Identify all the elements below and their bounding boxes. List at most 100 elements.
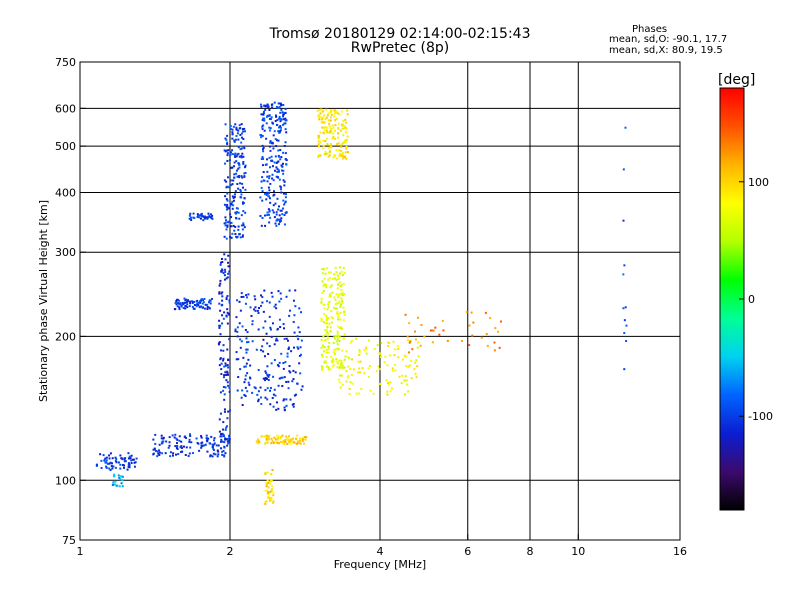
data-point xyxy=(238,300,241,303)
data-point xyxy=(332,341,335,344)
data-point xyxy=(391,367,394,370)
data-point xyxy=(282,362,285,365)
data-point xyxy=(266,441,269,444)
data-point xyxy=(317,137,320,140)
data-point xyxy=(205,437,208,440)
data-point xyxy=(623,319,626,322)
data-point xyxy=(333,273,336,276)
data-point xyxy=(337,318,340,321)
data-point xyxy=(242,138,245,141)
data-point xyxy=(213,442,216,445)
data-point xyxy=(188,452,191,455)
data-point xyxy=(228,207,231,210)
data-point xyxy=(200,300,203,303)
data-point xyxy=(277,149,280,152)
data-point xyxy=(272,211,275,214)
data-point xyxy=(416,346,419,349)
data-point xyxy=(365,346,368,349)
data-point xyxy=(276,218,279,221)
data-point xyxy=(181,303,184,306)
data-point xyxy=(221,322,224,325)
data-point xyxy=(219,309,222,312)
data-point xyxy=(221,299,224,302)
data-point xyxy=(226,417,229,420)
data-point xyxy=(300,339,303,342)
data-point xyxy=(244,171,247,174)
data-point xyxy=(282,112,285,115)
data-point xyxy=(625,324,628,327)
data-point xyxy=(210,216,213,219)
data-point xyxy=(211,445,214,448)
data-point xyxy=(242,222,245,225)
data-point xyxy=(293,331,296,334)
data-point xyxy=(133,461,136,464)
data-point xyxy=(289,442,292,445)
data-point xyxy=(387,383,390,386)
data-point xyxy=(258,441,261,444)
data-point xyxy=(330,310,333,313)
data-point xyxy=(237,146,240,149)
data-point xyxy=(179,302,182,305)
data-point xyxy=(380,342,383,345)
data-point xyxy=(404,393,407,396)
data-point xyxy=(226,134,229,137)
data-point xyxy=(106,462,109,465)
data-point xyxy=(275,438,278,441)
data-point xyxy=(202,219,205,222)
data-point xyxy=(326,322,329,325)
data-point xyxy=(232,224,235,227)
x-tick-label: 2 xyxy=(227,545,234,558)
data-point xyxy=(175,442,178,445)
data-point xyxy=(240,175,243,178)
data-point xyxy=(335,149,338,152)
data-point xyxy=(229,235,232,238)
data-point xyxy=(272,393,275,396)
data-point xyxy=(237,211,240,214)
data-point xyxy=(244,374,247,377)
data-point xyxy=(243,175,246,178)
data-point xyxy=(201,302,204,305)
data-point xyxy=(266,158,269,161)
data-point xyxy=(320,120,323,123)
data-point xyxy=(333,109,336,112)
data-point xyxy=(180,440,183,443)
data-point xyxy=(237,162,240,165)
data-point xyxy=(298,354,301,357)
data-point xyxy=(340,146,343,149)
data-point xyxy=(264,193,267,196)
data-point xyxy=(336,366,339,369)
data-point xyxy=(176,305,179,308)
data-point xyxy=(277,130,280,133)
data-point xyxy=(265,198,268,201)
data-point xyxy=(335,293,338,296)
data-point xyxy=(394,369,397,372)
data-point xyxy=(220,269,223,272)
data-point xyxy=(233,154,236,157)
data-point xyxy=(240,224,243,227)
data-point xyxy=(283,122,286,125)
data-point xyxy=(219,263,222,266)
data-point xyxy=(292,346,295,349)
data-point xyxy=(239,148,242,151)
data-point xyxy=(257,368,260,371)
data-point xyxy=(236,326,239,329)
data-point xyxy=(289,371,292,374)
data-point xyxy=(269,328,272,331)
data-point xyxy=(285,295,288,298)
data-point xyxy=(171,434,174,437)
data-point xyxy=(262,435,265,438)
data-point xyxy=(283,223,286,226)
data-point xyxy=(168,436,171,439)
data-point xyxy=(224,123,227,126)
data-point xyxy=(202,299,205,302)
data-point xyxy=(336,333,339,336)
data-point xyxy=(156,455,159,458)
data-point xyxy=(195,300,198,303)
data-point xyxy=(269,386,272,389)
data-point xyxy=(340,297,343,300)
data-point xyxy=(108,467,111,470)
data-point xyxy=(219,324,222,327)
data-point xyxy=(344,355,347,358)
data-point xyxy=(184,307,187,310)
data-point xyxy=(327,351,330,354)
